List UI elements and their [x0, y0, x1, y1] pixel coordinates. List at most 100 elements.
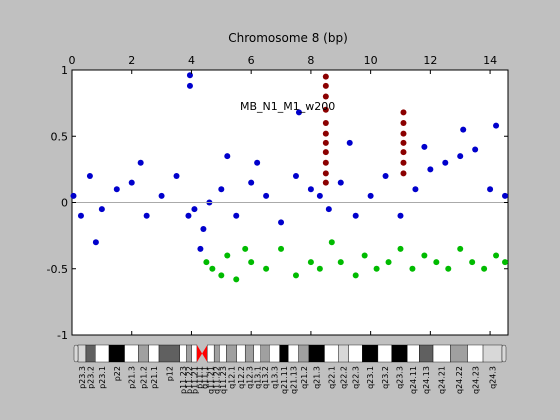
- loss-point: [397, 245, 404, 252]
- ideogram-band: [158, 344, 180, 363]
- x-tick-label: 10: [364, 54, 378, 67]
- neutral-point: [92, 239, 99, 246]
- band-label: q21.13: [289, 366, 298, 394]
- x-tick-label: 8: [307, 54, 314, 67]
- ideogram-band: [124, 344, 139, 363]
- band-label: q11.1: [201, 366, 210, 389]
- band-label: q13.3: [270, 366, 279, 389]
- band-label: q12.2: [237, 366, 246, 389]
- band-label: q23.2: [381, 366, 390, 389]
- data-points: [70, 72, 509, 283]
- neutral-point: [493, 122, 500, 129]
- ideogram-band: [467, 344, 484, 363]
- loss-point: [361, 252, 368, 259]
- series-loss: [203, 239, 509, 283]
- gain-point: [400, 109, 407, 116]
- neutral-point: [200, 226, 207, 232]
- band-label: q22.2: [339, 366, 348, 389]
- x-tick-label: 2: [128, 54, 135, 67]
- sample-annotation: MB_N1_M1_w200: [240, 100, 335, 113]
- y-tick-label: 0: [61, 197, 68, 210]
- ideogram-band: [213, 344, 220, 363]
- loss-point: [385, 259, 392, 266]
- loss-point: [242, 245, 249, 252]
- loss-point: [481, 265, 488, 272]
- ideogram-band: [338, 344, 349, 363]
- loss-point: [457, 245, 464, 252]
- gain-point: [400, 149, 407, 156]
- loss-point: [421, 252, 428, 259]
- band-label: q13.1: [253, 366, 262, 389]
- band-label: p11.21: [190, 366, 199, 394]
- neutral-point: [427, 166, 434, 173]
- ideogram-band: [391, 344, 408, 363]
- band-label: q13.2: [261, 366, 270, 389]
- band-label: p11.22: [185, 366, 194, 394]
- y-tick-label: 0.5: [51, 130, 69, 143]
- band-label: q11.21: [207, 366, 216, 394]
- loss-point: [218, 272, 225, 279]
- gain-point: [400, 120, 407, 126]
- gain-point: [322, 93, 329, 100]
- band-label: p21.2: [139, 366, 148, 389]
- neutral-point: [113, 186, 120, 193]
- loss-point: [469, 259, 476, 266]
- ideogram-band: [362, 344, 379, 363]
- band-label: q22.3: [351, 366, 360, 389]
- neutral-point: [412, 186, 419, 193]
- neutral-point: [263, 192, 270, 199]
- chromosome-ideogram: [73, 344, 507, 363]
- ideogram-band: [348, 344, 363, 363]
- ideogram-band: [226, 344, 237, 363]
- band-label: p11.1: [196, 366, 205, 389]
- ideogram-pter-cap: [73, 344, 79, 363]
- ideogram-band: [450, 344, 468, 363]
- ideogram-band: [288, 344, 299, 363]
- band-label: q24.11: [409, 366, 418, 394]
- band-label: q23.3: [395, 366, 404, 389]
- band-label: p23.3: [78, 366, 87, 389]
- ideogram-band: [269, 344, 280, 363]
- loss-point: [409, 265, 416, 272]
- neutral-point: [278, 219, 285, 226]
- loss-point: [337, 259, 344, 266]
- band-label: q12.3: [245, 366, 254, 389]
- loss-point: [263, 265, 270, 272]
- ideogram-band: [77, 344, 87, 363]
- neutral-point: [316, 192, 323, 199]
- band-label: p22: [113, 366, 122, 381]
- gain-point: [322, 170, 329, 177]
- neutral-point: [292, 173, 299, 179]
- neutral-point: [457, 153, 464, 160]
- gain-point: [322, 106, 329, 113]
- neutral-point: [295, 109, 302, 116]
- ideogram-band: [207, 344, 215, 363]
- y-tick-label: -1: [57, 329, 68, 342]
- gain-point: [400, 139, 407, 146]
- ideogram-band: [260, 344, 270, 363]
- ideogram-band: [138, 344, 149, 363]
- ideogram-band: [377, 344, 392, 363]
- y-tick-label: 1: [61, 64, 68, 77]
- neutral-point: [191, 206, 198, 213]
- neutral-point: [460, 126, 467, 133]
- neutral-point: [442, 159, 449, 166]
- band-label: q24.3: [489, 366, 498, 389]
- neutral-point: [186, 82, 193, 89]
- gain-point: [322, 159, 329, 166]
- loss-point: [307, 259, 314, 266]
- ideogram-band: [148, 344, 160, 363]
- band-label: p23.2: [87, 366, 96, 389]
- ideogram-band: [236, 344, 246, 363]
- neutral-point: [421, 143, 428, 150]
- ideogram-band: [85, 344, 96, 363]
- ideogram-qter-cap: [501, 344, 507, 363]
- neutral-point: [186, 72, 193, 79]
- ideogram-band: [419, 344, 434, 363]
- neutral-point: [382, 173, 389, 179]
- gain-point: [322, 149, 329, 156]
- x-tick-label: 14: [483, 54, 497, 67]
- neutral-point: [367, 192, 374, 199]
- gain-point: [400, 130, 407, 137]
